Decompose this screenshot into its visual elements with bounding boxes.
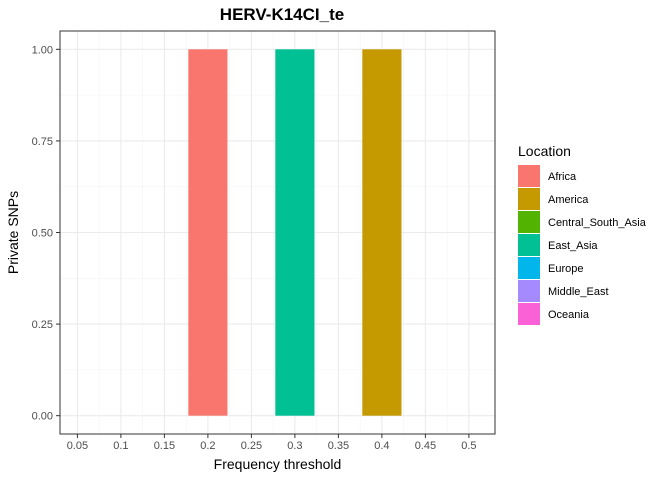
y-tick-label: 0.25 [32,319,53,331]
y-tick-label: 0.50 [32,228,53,240]
chart-title: HERV-K14CI_te [220,5,344,24]
legend-key-america [518,188,540,210]
legend-key-central-south-asia [518,211,540,233]
legend-key-oceania [518,303,540,325]
bars [188,49,402,416]
y-tick-label: 1.00 [32,44,53,56]
legend-label-east-asia: East_Asia [548,240,598,252]
y-tick-label: 0.75 [32,136,53,148]
x-tick-label: 0.3 [287,440,302,452]
x-axis: 0.05 0.1 0.15 0.2 0.25 0.3 0.35 0.4 0.45 0.5 [67,434,477,452]
x-tick-label: 0.4 [374,440,389,452]
legend-key-middle-east [518,280,540,302]
bar-africa [188,49,228,416]
legend-key-east-asia [518,234,540,256]
legend-label-europe: Europe [548,263,583,275]
legend-label-africa: Africa [548,171,577,183]
x-tick-label: 0.2 [200,440,215,452]
legend-label-middle-east: Middle_East [548,286,609,298]
x-axis-title: Frequency threshold [214,456,342,472]
x-tick-label: 0.45 [415,440,436,452]
x-tick-label: 0.15 [154,440,175,452]
y-axis: 0.00 0.25 0.50 0.75 1.00 [32,44,60,423]
legend-label-central-south-asia: Central_South_Asia [548,217,647,229]
x-tick-label: 0.5 [461,440,476,452]
bar-east-asia [275,49,315,416]
y-axis-title: Private SNPs [5,191,21,274]
x-tick-label: 0.05 [67,440,88,452]
x-tick-label: 0.35 [328,440,349,452]
x-tick-label: 0.25 [241,440,262,452]
legend: Location Africa America Central_South_Asia… [518,143,647,325]
legend-key-europe [518,257,540,279]
y-tick-label: 0.00 [32,411,53,423]
bar-america [362,49,402,416]
legend-title: Location [518,143,571,159]
legend-label-oceania: Oceania [548,309,590,321]
legend-label-america: America [548,194,589,206]
legend-key-africa [518,165,540,187]
x-tick-label: 0.1 [113,440,128,452]
